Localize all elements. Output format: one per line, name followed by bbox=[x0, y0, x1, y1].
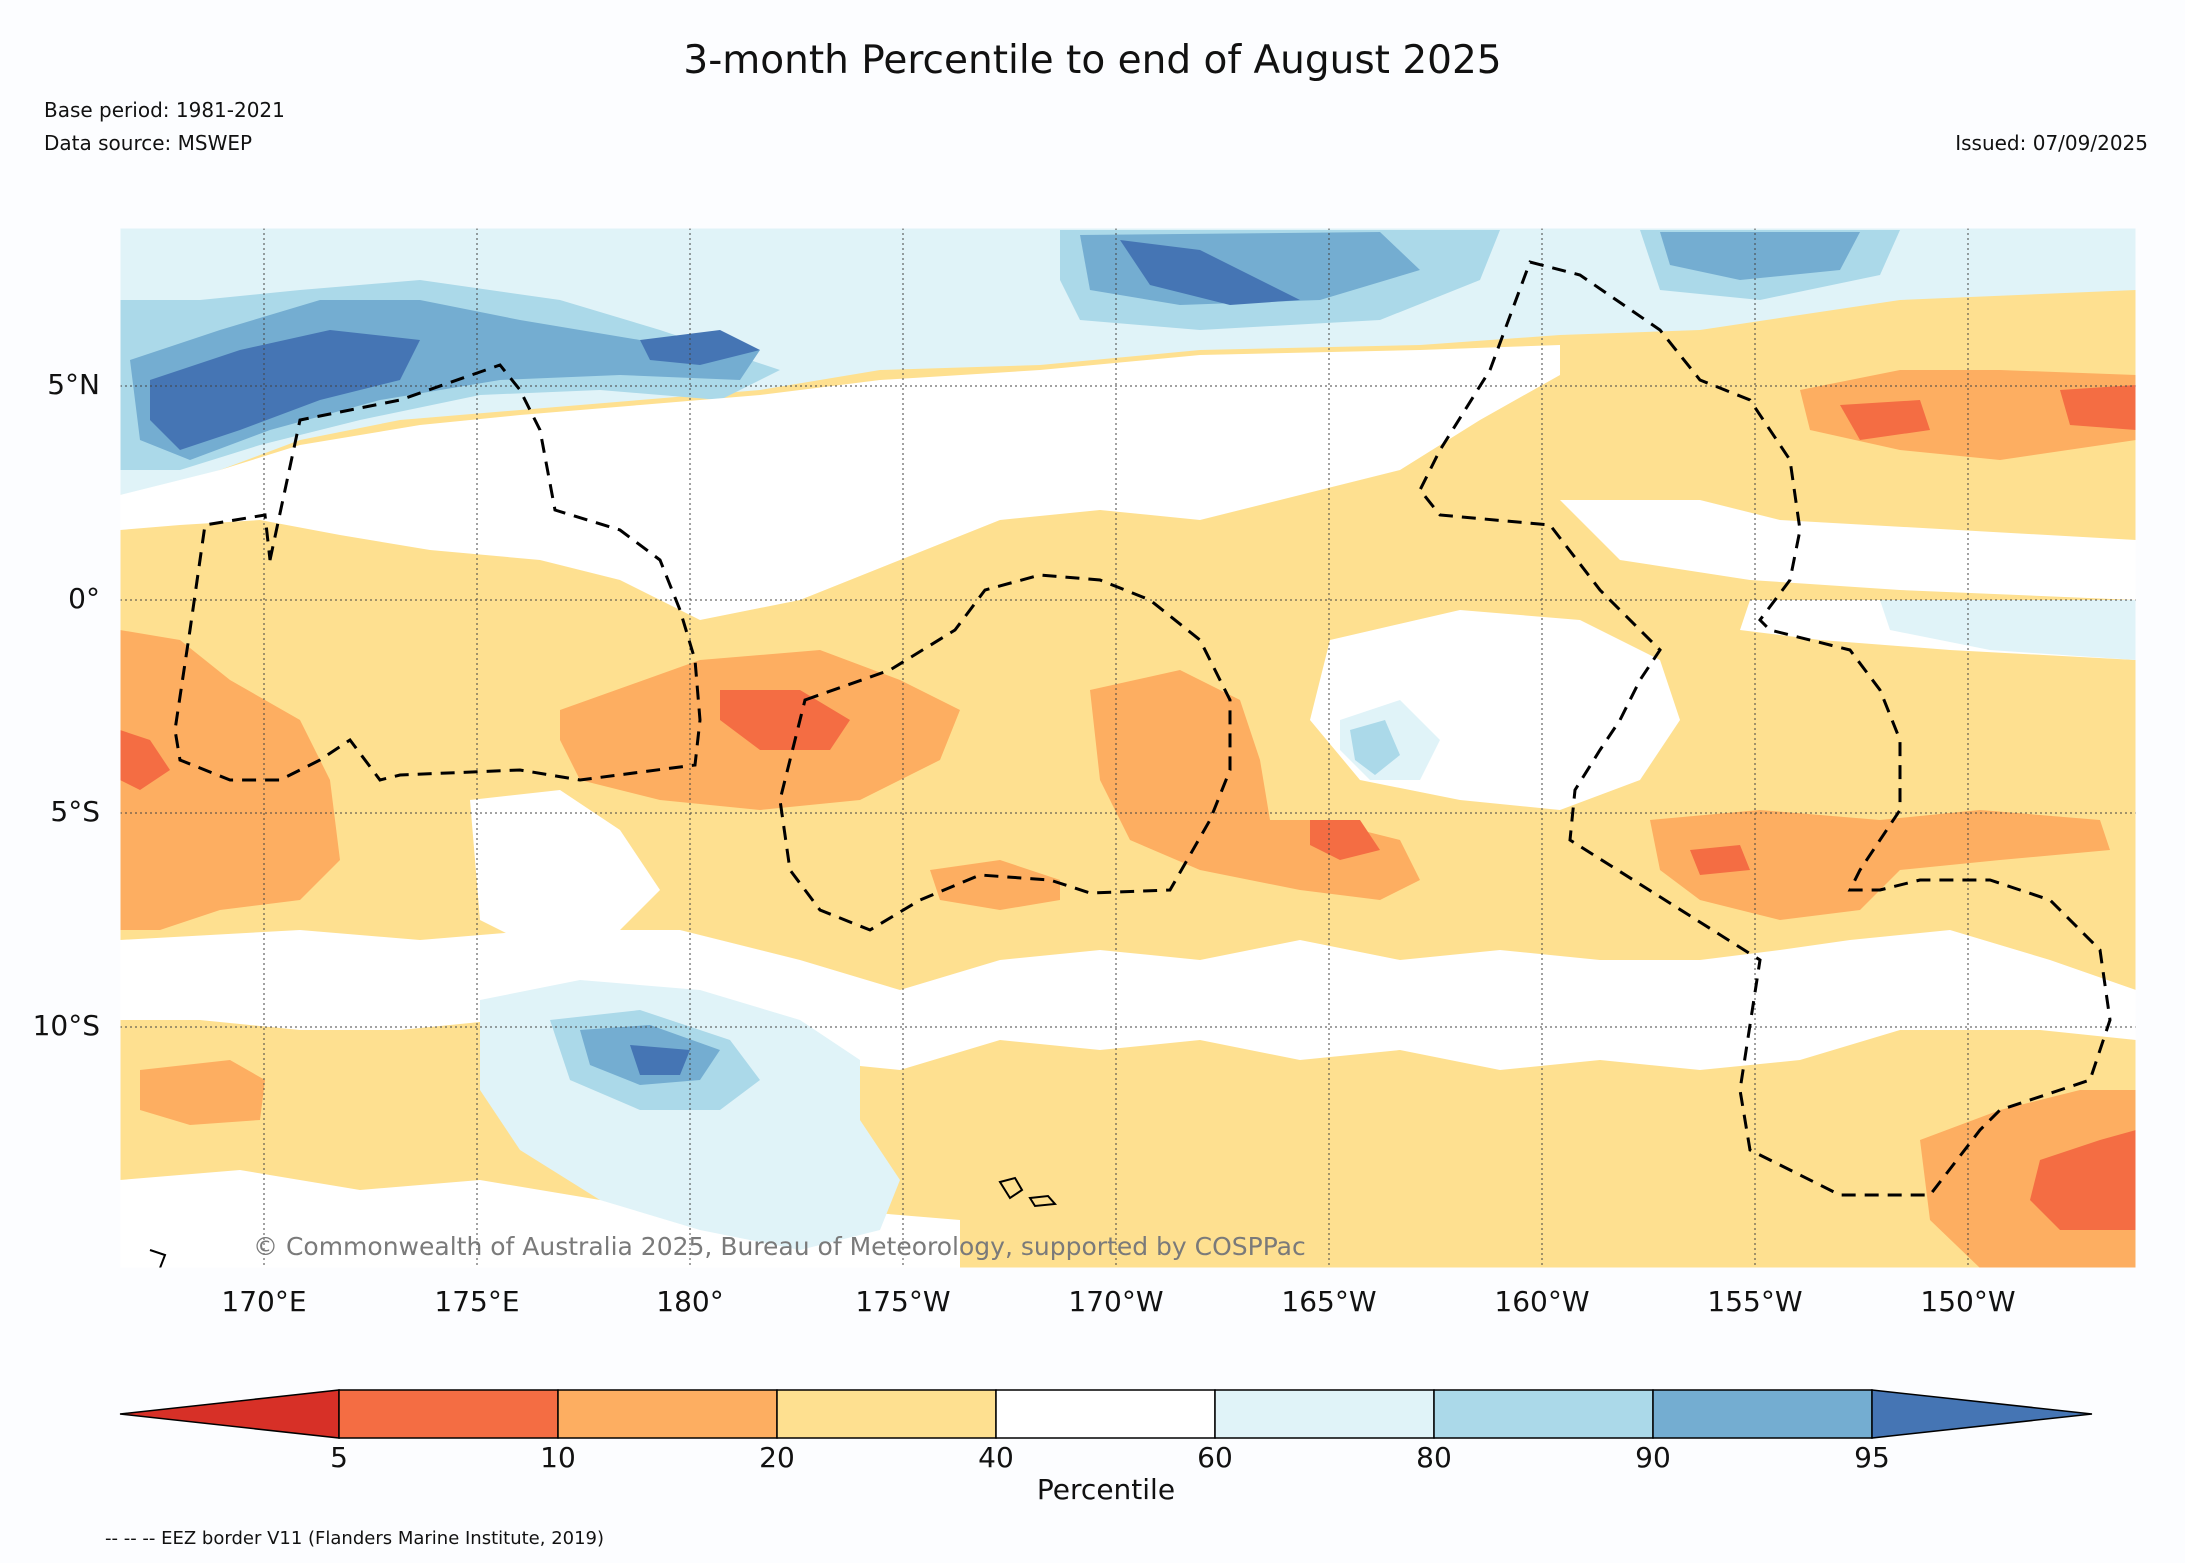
dry-east bbox=[1650, 810, 2110, 920]
colorbar-tick-95: 95 bbox=[1854, 1441, 1890, 1474]
data-source: Data source: MSWEP bbox=[44, 131, 253, 155]
near-normal-west bbox=[470, 790, 660, 950]
north-wet-band bbox=[120, 228, 2136, 495]
colorbar-tick-10: 10 bbox=[540, 1441, 576, 1474]
north-wet-max3 bbox=[1120, 240, 1300, 305]
lon-label-175w: 175°W bbox=[855, 1285, 951, 1318]
lat-label-5s: 5°S bbox=[50, 795, 100, 828]
island-3 bbox=[149, 1249, 167, 1268]
map-title: 3-month Percentile to end of August 2025 bbox=[683, 38, 1502, 83]
copyright-notice: © Commonwealth of Australia 2025, Bureau… bbox=[253, 1232, 1306, 1261]
graticule bbox=[120, 228, 2136, 1268]
colorbar-10-20 bbox=[557, 1389, 778, 1439]
lon-label-180: 180° bbox=[656, 1285, 724, 1318]
lat-label-0: 0° bbox=[68, 582, 100, 615]
lon-label-155w: 155°W bbox=[1707, 1285, 1803, 1318]
colorbar-60-80 bbox=[1214, 1389, 1435, 1439]
near-normal-southwest bbox=[120, 1170, 960, 1268]
near-normal-north bbox=[120, 345, 1560, 620]
lon-label-175e: 175°E bbox=[434, 1285, 520, 1318]
lat-label-5n: 5°N bbox=[47, 368, 100, 401]
colorbar-40-60 bbox=[995, 1389, 1216, 1439]
eez-phoenix bbox=[778, 573, 1232, 932]
colorbar-below-5 bbox=[119, 1389, 340, 1439]
island-2 bbox=[1028, 1194, 1058, 1208]
north-wet-max bbox=[150, 330, 420, 450]
dry-southeast-core bbox=[2030, 1130, 2136, 1230]
wet-south-max bbox=[630, 1045, 690, 1075]
colorbar-tick-40: 40 bbox=[978, 1441, 1014, 1474]
colorbar-title: Percentile bbox=[1036, 1473, 1176, 1506]
lon-label-160w: 160°W bbox=[1494, 1285, 1590, 1318]
near-normal-south bbox=[120, 930, 2136, 1070]
dry-center-south bbox=[930, 860, 1060, 910]
colorbar-tick-20: 20 bbox=[759, 1441, 795, 1474]
dry-central-west-core bbox=[720, 690, 850, 750]
wet-east bbox=[1880, 600, 2136, 660]
colorbar-tick-90: 90 bbox=[1635, 1441, 1671, 1474]
north-wet-max2 bbox=[640, 330, 760, 365]
eez-footnote: -- -- -- EEZ border V11 (Flanders Marine… bbox=[105, 1528, 605, 1549]
colorbar-80-90 bbox=[1433, 1389, 1654, 1439]
lon-label-165w: 165°W bbox=[1281, 1285, 1377, 1318]
map-frame bbox=[119, 227, 2137, 1269]
colorbar-20-40 bbox=[776, 1389, 997, 1439]
near-normal-east bbox=[1560, 500, 2136, 600]
colorbar-tick-80: 80 bbox=[1416, 1441, 1452, 1474]
base-period: Base period: 1981-2021 bbox=[44, 98, 285, 122]
eez-line-islands bbox=[1418, 260, 2112, 1197]
dry-east-core bbox=[1690, 845, 1750, 875]
colorbar-5-10 bbox=[338, 1389, 559, 1439]
lon-label-170w: 170°W bbox=[1068, 1285, 1164, 1318]
lat-label-10s: 10°S bbox=[32, 1009, 100, 1042]
map-field bbox=[120, 228, 2136, 1268]
colorbar bbox=[119, 1389, 2093, 1439]
island-1 bbox=[998, 1176, 1024, 1200]
colorbar-tick-5: 5 bbox=[330, 1441, 348, 1474]
dry-west-core bbox=[120, 730, 170, 790]
colorbar-90-95 bbox=[1652, 1389, 1873, 1439]
north-wet-core3 bbox=[1660, 232, 1860, 280]
lon-label-150w: 150°W bbox=[1920, 1285, 2016, 1318]
issued-date: Issued: 07/09/2025 bbox=[1955, 131, 2148, 155]
dry-north-east-core2 bbox=[2060, 385, 2136, 430]
eez-borders bbox=[173, 260, 2112, 1197]
dry-center-core bbox=[1310, 820, 1380, 860]
islands bbox=[149, 1176, 1058, 1268]
dry-north-east-core bbox=[1840, 400, 1930, 440]
dry-southwest bbox=[140, 1060, 265, 1125]
colorbar-tick-60: 60 bbox=[1197, 1441, 1233, 1474]
wet-patch-central-core bbox=[1350, 720, 1400, 775]
colorbar-above-95 bbox=[1871, 1389, 2093, 1439]
eez-kiribati-gilbert bbox=[173, 363, 702, 782]
lon-label-170e: 170°E bbox=[221, 1285, 307, 1318]
